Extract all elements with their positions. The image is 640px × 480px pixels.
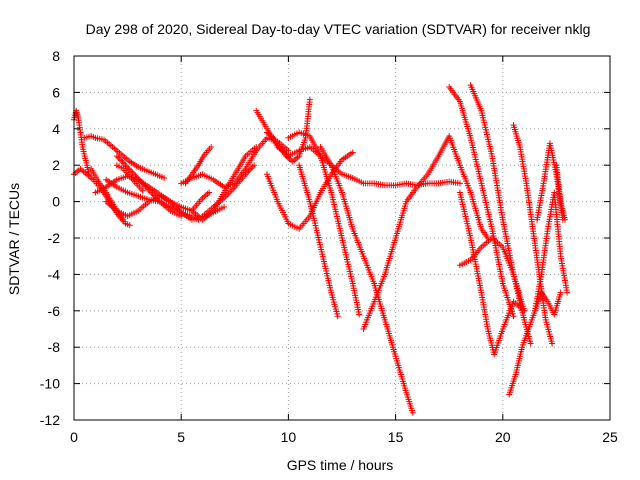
satellite-track-25 — [456, 235, 534, 347]
data-point — [126, 222, 133, 229]
data-point — [128, 168, 135, 175]
y-tick-label: 2 — [52, 157, 60, 173]
satellite-track-7 — [113, 162, 146, 194]
y-tick-label: -8 — [48, 339, 61, 355]
data-point — [253, 144, 260, 150]
y-tick-label: 4 — [52, 121, 60, 137]
x-axis-label: GPS time / hours — [287, 457, 394, 473]
satellite-track-19 — [317, 144, 416, 416]
data-points — [71, 82, 571, 416]
data-point — [557, 289, 564, 296]
y-tick-label: 0 — [52, 194, 60, 210]
data-point — [206, 189, 213, 196]
satellite-track-21 — [414, 133, 491, 241]
x-tick-label: 5 — [177, 429, 185, 445]
data-point — [228, 187, 235, 194]
tick-labels: 0 5 10 15 20 25 -12 -10 -8 -6 -4 -2 0 2 4 6 8 — [40, 48, 618, 445]
satellite-track-13 — [199, 162, 258, 220]
y-tick-label: 8 — [52, 48, 60, 64]
data-point — [527, 340, 534, 347]
data-point — [564, 289, 571, 296]
data-point — [285, 147, 292, 154]
x-tick-label: 0 — [70, 429, 78, 445]
satellite-track-29 — [531, 189, 571, 314]
data-point — [549, 340, 556, 347]
satellite-track-22 — [446, 83, 517, 320]
data-point — [208, 144, 215, 150]
data-point — [161, 174, 168, 181]
data-point — [221, 204, 228, 211]
satellite-track-11 — [182, 144, 215, 187]
satellite-track-24 — [467, 82, 528, 314]
y-axis-label: SDTVAR / TECUs — [6, 183, 22, 295]
satellite-track-3 — [81, 133, 168, 181]
data-point — [139, 187, 146, 194]
satellite-track-18 — [296, 162, 341, 320]
data-point — [409, 409, 416, 416]
satellite-track-15 — [263, 96, 313, 165]
x-tick-label: 20 — [495, 429, 511, 445]
data-point — [349, 149, 356, 156]
data-point — [510, 313, 517, 320]
data-point — [146, 187, 153, 194]
y-tick-label: -6 — [48, 303, 61, 319]
satellite-track-17 — [285, 129, 363, 318]
x-tick-label: 15 — [388, 429, 404, 445]
chart-title: Day 298 of 2020, Sidereal Day-to-day VTE… — [86, 21, 591, 37]
satellite-track-30 — [553, 162, 568, 223]
satellite-track-6 — [113, 153, 185, 220]
y-tick-label: 6 — [52, 84, 60, 100]
x-tick-label: 10 — [281, 429, 297, 445]
y-tick-label: -4 — [48, 266, 61, 282]
data-point — [227, 188, 234, 195]
satellite-track-28 — [534, 140, 566, 223]
data-point — [251, 162, 258, 169]
data-point — [248, 165, 255, 172]
x-tick-label: 25 — [602, 429, 618, 445]
data-point — [129, 169, 136, 176]
data-point — [86, 171, 93, 178]
satellite-track-20 — [360, 184, 421, 332]
satellite-track-27 — [510, 122, 556, 347]
data-point — [334, 313, 341, 320]
satellite-track-12 — [188, 144, 260, 223]
satellite-track-23 — [456, 189, 528, 358]
axis-ticks — [73, 55, 611, 421]
y-tick-label: -12 — [40, 412, 60, 428]
data-point — [230, 185, 237, 192]
y-tick-label: -10 — [40, 376, 60, 392]
data-point — [456, 180, 463, 187]
data-point — [120, 216, 127, 223]
data-point — [356, 311, 363, 318]
data-point — [306, 96, 313, 103]
y-tick-label: -2 — [48, 230, 61, 246]
data-point — [561, 216, 568, 223]
